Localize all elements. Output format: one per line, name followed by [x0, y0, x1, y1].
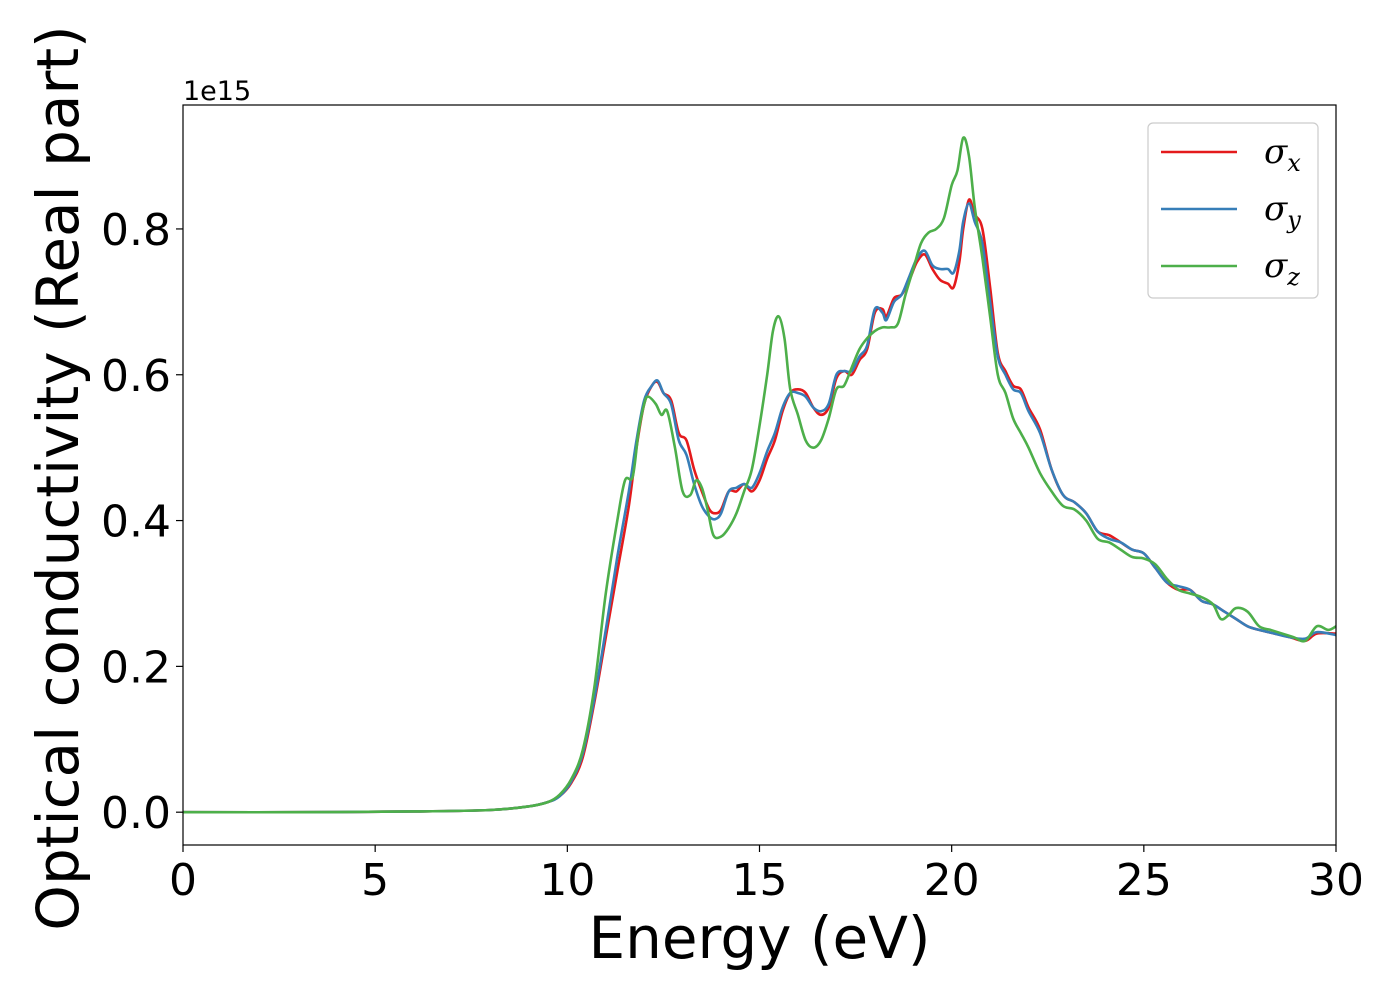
x-tick-label: 0 — [169, 855, 197, 906]
x-axis-ticks: 0 5 10 15 20 25 30 — [169, 845, 1364, 906]
legend-label-y: σy — [1264, 189, 1301, 234]
y-tick-label: 0.4 — [101, 497, 171, 548]
y-axis-offset-text: 1e15 — [183, 76, 251, 107]
y-tick-label: 0.8 — [101, 205, 171, 256]
y-tick-label: 0.6 — [101, 351, 171, 402]
x-tick-label: 10 — [539, 855, 595, 906]
legend-box — [1147, 122, 1319, 299]
x-tick-label: 30 — [1308, 855, 1364, 906]
y-axis-ticks: 0.0 0.2 0.4 0.6 0.8 — [101, 205, 183, 839]
series-line-z — [183, 136, 1336, 814]
legend-label-x: σx — [1264, 132, 1301, 177]
x-tick-label: 15 — [732, 855, 788, 906]
series-line-y — [183, 202, 1336, 814]
x-tick-label: 5 — [361, 855, 389, 906]
y-tick-label: 0.2 — [101, 642, 171, 693]
legend-entries: σx σy σz — [1161, 132, 1301, 291]
legend-label-z: σz — [1264, 246, 1300, 291]
x-tick-label: 20 — [924, 855, 980, 906]
x-axis-label: Energy (eV) — [588, 904, 930, 972]
x-tick-label: 25 — [1116, 855, 1172, 906]
series-layer — [183, 136, 1336, 814]
y-tick-label: 0.0 — [101, 788, 171, 839]
y-axis-label: Optical conductivity (Real part) — [24, 25, 92, 930]
legend: σx σy σz — [1147, 122, 1319, 299]
